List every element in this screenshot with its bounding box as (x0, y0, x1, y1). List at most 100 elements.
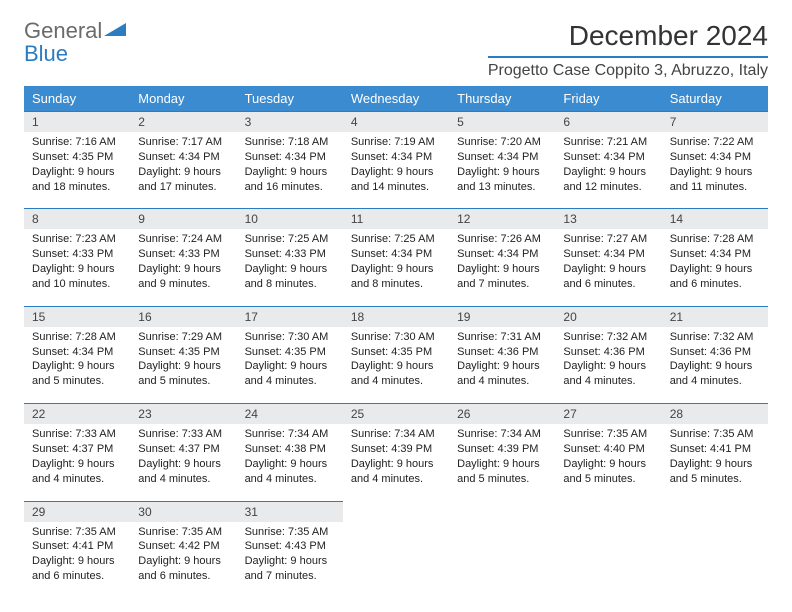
calendar-day-cell (449, 501, 555, 590)
calendar-day-cell: 12Sunrise: 7:26 AMSunset: 4:34 PMDayligh… (449, 208, 555, 297)
day-text: Sunrise: 7:33 AMSunset: 4:37 PMDaylight:… (24, 424, 130, 492)
day-number: 16 (130, 306, 236, 327)
day-number: 10 (237, 208, 343, 229)
day-number: 2 (130, 111, 236, 132)
calendar-day-cell: 1Sunrise: 7:16 AMSunset: 4:35 PMDaylight… (24, 111, 130, 200)
calendar-day-cell: 26Sunrise: 7:34 AMSunset: 4:39 PMDayligh… (449, 403, 555, 492)
day-text: Sunrise: 7:24 AMSunset: 4:33 PMDaylight:… (130, 229, 236, 297)
calendar-day-cell: 7Sunrise: 7:22 AMSunset: 4:34 PMDaylight… (662, 111, 768, 200)
day-text: Sunrise: 7:17 AMSunset: 4:34 PMDaylight:… (130, 132, 236, 200)
calendar-day-cell: 9Sunrise: 7:24 AMSunset: 4:33 PMDaylight… (130, 208, 236, 297)
day-number: 11 (343, 208, 449, 229)
calendar-day-cell (343, 501, 449, 590)
header: General Blue December 2024 Progetto Case… (24, 20, 768, 80)
calendar-table: Sunday Monday Tuesday Wednesday Thursday… (24, 86, 768, 590)
calendar-day-cell: 15Sunrise: 7:28 AMSunset: 4:34 PMDayligh… (24, 306, 130, 395)
day-number: 31 (237, 501, 343, 522)
day-number: 20 (555, 306, 661, 327)
day-number: 25 (343, 403, 449, 424)
day-text: Sunrise: 7:35 AMSunset: 4:41 PMDaylight:… (662, 424, 768, 492)
logo: General Blue (24, 20, 126, 66)
calendar-day-cell: 22Sunrise: 7:33 AMSunset: 4:37 PMDayligh… (24, 403, 130, 492)
calendar-day-cell: 29Sunrise: 7:35 AMSunset: 4:41 PMDayligh… (24, 501, 130, 590)
day-text: Sunrise: 7:30 AMSunset: 4:35 PMDaylight:… (343, 327, 449, 395)
calendar-day-cell: 2Sunrise: 7:17 AMSunset: 4:34 PMDaylight… (130, 111, 236, 200)
day-number: 14 (662, 208, 768, 229)
day-number: 26 (449, 403, 555, 424)
calendar-week-row: 15Sunrise: 7:28 AMSunset: 4:34 PMDayligh… (24, 306, 768, 395)
title-block: December 2024 Progetto Case Coppito 3, A… (488, 20, 768, 80)
calendar-week-row: 29Sunrise: 7:35 AMSunset: 4:41 PMDayligh… (24, 501, 768, 590)
day-text: Sunrise: 7:35 AMSunset: 4:40 PMDaylight:… (555, 424, 661, 492)
calendar-day-cell: 17Sunrise: 7:30 AMSunset: 4:35 PMDayligh… (237, 306, 343, 395)
day-text: Sunrise: 7:34 AMSunset: 4:39 PMDaylight:… (343, 424, 449, 492)
calendar-week-row: 8Sunrise: 7:23 AMSunset: 4:33 PMDaylight… (24, 208, 768, 297)
calendar-day-cell: 4Sunrise: 7:19 AMSunset: 4:34 PMDaylight… (343, 111, 449, 200)
day-text: Sunrise: 7:22 AMSunset: 4:34 PMDaylight:… (662, 132, 768, 200)
day-text: Sunrise: 7:25 AMSunset: 4:33 PMDaylight:… (237, 229, 343, 297)
day-text: Sunrise: 7:33 AMSunset: 4:37 PMDaylight:… (130, 424, 236, 492)
day-text: Sunrise: 7:35 AMSunset: 4:41 PMDaylight:… (24, 522, 130, 590)
day-number: 1 (24, 111, 130, 132)
calendar-page: General Blue December 2024 Progetto Case… (0, 0, 792, 610)
day-number: 17 (237, 306, 343, 327)
month-title: December 2024 (488, 20, 768, 52)
day-text: Sunrise: 7:23 AMSunset: 4:33 PMDaylight:… (24, 229, 130, 297)
calendar-week-row: 1Sunrise: 7:16 AMSunset: 4:35 PMDaylight… (24, 111, 768, 200)
calendar-day-cell: 30Sunrise: 7:35 AMSunset: 4:42 PMDayligh… (130, 501, 236, 590)
weekday-header: Tuesday (237, 86, 343, 111)
day-text: Sunrise: 7:31 AMSunset: 4:36 PMDaylight:… (449, 327, 555, 395)
day-number: 13 (555, 208, 661, 229)
day-text: Sunrise: 7:35 AMSunset: 4:43 PMDaylight:… (237, 522, 343, 590)
day-number: 18 (343, 306, 449, 327)
day-number: 5 (449, 111, 555, 132)
calendar-day-cell (662, 501, 768, 590)
calendar-day-cell: 14Sunrise: 7:28 AMSunset: 4:34 PMDayligh… (662, 208, 768, 297)
day-number: 29 (24, 501, 130, 522)
weekday-header: Sunday (24, 86, 130, 111)
calendar-day-cell: 21Sunrise: 7:32 AMSunset: 4:36 PMDayligh… (662, 306, 768, 395)
calendar-day-cell: 19Sunrise: 7:31 AMSunset: 4:36 PMDayligh… (449, 306, 555, 395)
day-number: 24 (237, 403, 343, 424)
day-text: Sunrise: 7:32 AMSunset: 4:36 PMDaylight:… (662, 327, 768, 395)
day-number: 21 (662, 306, 768, 327)
calendar-day-cell: 8Sunrise: 7:23 AMSunset: 4:33 PMDaylight… (24, 208, 130, 297)
day-number: 3 (237, 111, 343, 132)
calendar-day-cell: 3Sunrise: 7:18 AMSunset: 4:34 PMDaylight… (237, 111, 343, 200)
day-number: 19 (449, 306, 555, 327)
day-text: Sunrise: 7:34 AMSunset: 4:38 PMDaylight:… (237, 424, 343, 492)
logo-text-2: Blue (24, 41, 68, 66)
day-text: Sunrise: 7:25 AMSunset: 4:34 PMDaylight:… (343, 229, 449, 297)
weekday-row: Sunday Monday Tuesday Wednesday Thursday… (24, 86, 768, 111)
day-text: Sunrise: 7:28 AMSunset: 4:34 PMDaylight:… (662, 229, 768, 297)
day-text: Sunrise: 7:26 AMSunset: 4:34 PMDaylight:… (449, 229, 555, 297)
calendar-day-cell: 11Sunrise: 7:25 AMSunset: 4:34 PMDayligh… (343, 208, 449, 297)
day-number: 6 (555, 111, 661, 132)
logo-text-1: General (24, 18, 102, 43)
weekday-header: Saturday (662, 86, 768, 111)
weekday-header: Thursday (449, 86, 555, 111)
calendar-day-cell: 18Sunrise: 7:30 AMSunset: 4:35 PMDayligh… (343, 306, 449, 395)
day-text: Sunrise: 7:21 AMSunset: 4:34 PMDaylight:… (555, 132, 661, 200)
day-text: Sunrise: 7:35 AMSunset: 4:42 PMDaylight:… (130, 522, 236, 590)
day-text: Sunrise: 7:27 AMSunset: 4:34 PMDaylight:… (555, 229, 661, 297)
logo-triangle-icon (104, 20, 126, 41)
calendar-day-cell: 5Sunrise: 7:20 AMSunset: 4:34 PMDaylight… (449, 111, 555, 200)
day-text: Sunrise: 7:19 AMSunset: 4:34 PMDaylight:… (343, 132, 449, 200)
calendar-day-cell: 10Sunrise: 7:25 AMSunset: 4:33 PMDayligh… (237, 208, 343, 297)
weekday-header: Wednesday (343, 86, 449, 111)
calendar-day-cell: 27Sunrise: 7:35 AMSunset: 4:40 PMDayligh… (555, 403, 661, 492)
day-number: 28 (662, 403, 768, 424)
calendar-day-cell: 16Sunrise: 7:29 AMSunset: 4:35 PMDayligh… (130, 306, 236, 395)
weekday-header: Friday (555, 86, 661, 111)
day-text: Sunrise: 7:20 AMSunset: 4:34 PMDaylight:… (449, 132, 555, 200)
day-number: 15 (24, 306, 130, 327)
day-text: Sunrise: 7:32 AMSunset: 4:36 PMDaylight:… (555, 327, 661, 395)
calendar-day-cell (555, 501, 661, 590)
day-number: 8 (24, 208, 130, 229)
calendar-day-cell: 24Sunrise: 7:34 AMSunset: 4:38 PMDayligh… (237, 403, 343, 492)
calendar-week-row: 22Sunrise: 7:33 AMSunset: 4:37 PMDayligh… (24, 403, 768, 492)
day-text: Sunrise: 7:16 AMSunset: 4:35 PMDaylight:… (24, 132, 130, 200)
day-number: 9 (130, 208, 236, 229)
calendar-day-cell: 6Sunrise: 7:21 AMSunset: 4:34 PMDaylight… (555, 111, 661, 200)
